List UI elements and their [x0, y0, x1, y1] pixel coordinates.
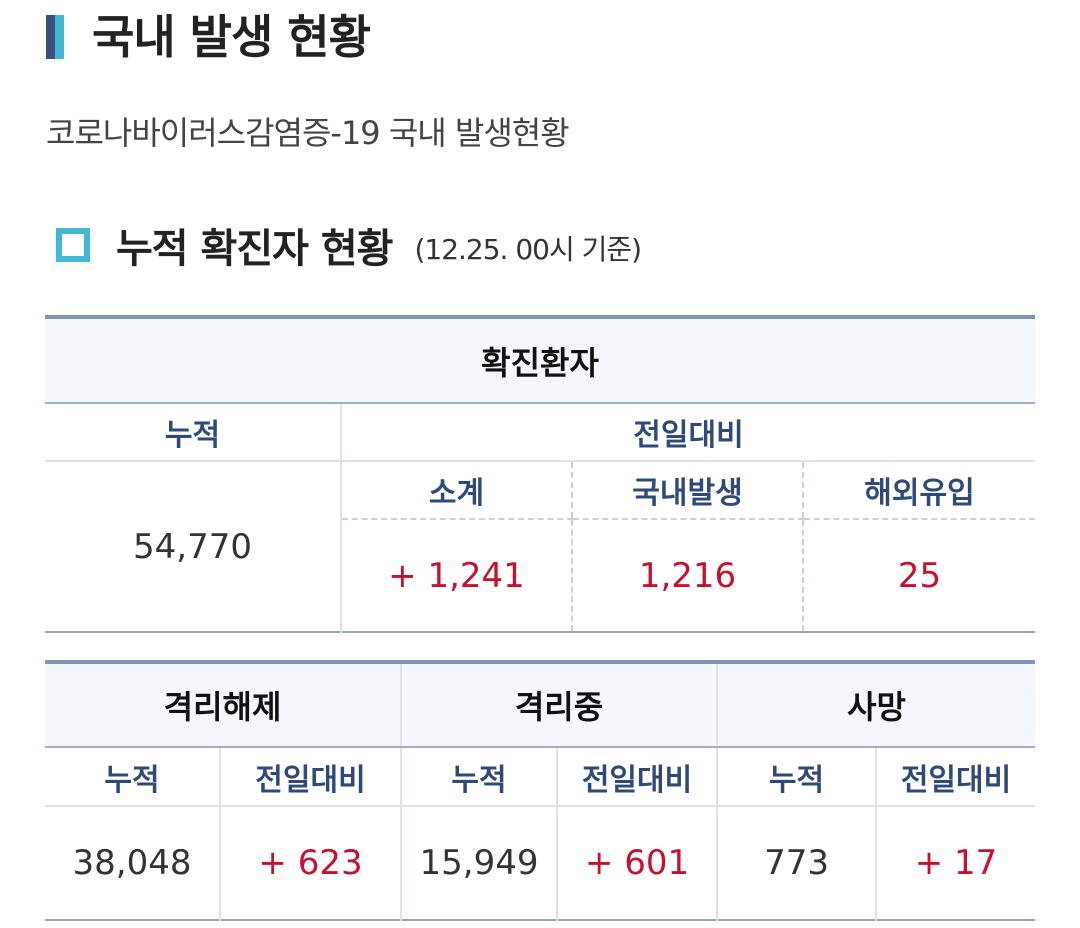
deaths-cumulative-label: 누적: [716, 747, 877, 807]
deaths-compare-value: + 17: [875, 806, 1036, 920]
isolated-header: 격리중: [400, 662, 718, 748]
released-cumulative-label: 누적: [45, 747, 220, 807]
confirmed-cases-table: 확진환자 누적 전일대비 54,770 소계 국내발생 해외유입 + 1,241…: [45, 315, 1036, 633]
page-subtitle: 코로나바이러스감염증-19 국내 발생현황: [46, 114, 570, 152]
subtotal-value: + 1,241: [388, 555, 525, 596]
released-compare-value: + 623: [218, 806, 402, 920]
deaths-compare-label: 전일대비: [875, 747, 1036, 807]
overseas-label: 해외유입: [801, 461, 1036, 520]
status-table: 격리해제 격리중 사망 누적 전일대비 누적 전일대비 누적 전일대비 38,0…: [45, 660, 1036, 921]
confirmed-cumulative-label: 누적: [45, 403, 342, 462]
page-title: 국내 발생 현황: [92, 10, 371, 64]
domestic-label: 국내발생: [571, 461, 803, 520]
deaths-header: 사망: [716, 662, 1036, 748]
page-header: 국내 발생 현황: [46, 4, 371, 70]
isolated-cumulative-label: 누적: [400, 747, 558, 807]
released-header: 격리해제: [45, 662, 402, 748]
domestic-value: 1,216: [571, 519, 803, 632]
released-compare-label: 전일대비: [218, 747, 402, 807]
section-header: 누적 확진자 현황 (12.25. 00시 기준): [56, 216, 642, 274]
released-cumulative-value: 38,048: [72, 843, 192, 883]
isolated-compare-label: 전일대비: [556, 747, 718, 807]
square-bullet-icon: [56, 228, 90, 262]
title-accent-bar-icon: [46, 15, 64, 59]
overseas-value: 25: [801, 519, 1036, 632]
section-title: 누적 확진자 현황: [116, 226, 393, 272]
confirmed-cumulative-value: 54,770: [45, 461, 342, 632]
section-basis-time: (12.25. 00시 기준): [414, 233, 642, 266]
isolated-compare-value: + 601: [556, 806, 718, 920]
deaths-cumulative-value: 773: [716, 806, 877, 920]
confirmed-header: 확진환자: [45, 317, 1036, 404]
confirmed-compare-label: 전일대비: [341, 403, 1036, 462]
subtotal-label: 소계: [341, 461, 572, 520]
isolated-cumulative-value: 15,949: [400, 806, 558, 920]
